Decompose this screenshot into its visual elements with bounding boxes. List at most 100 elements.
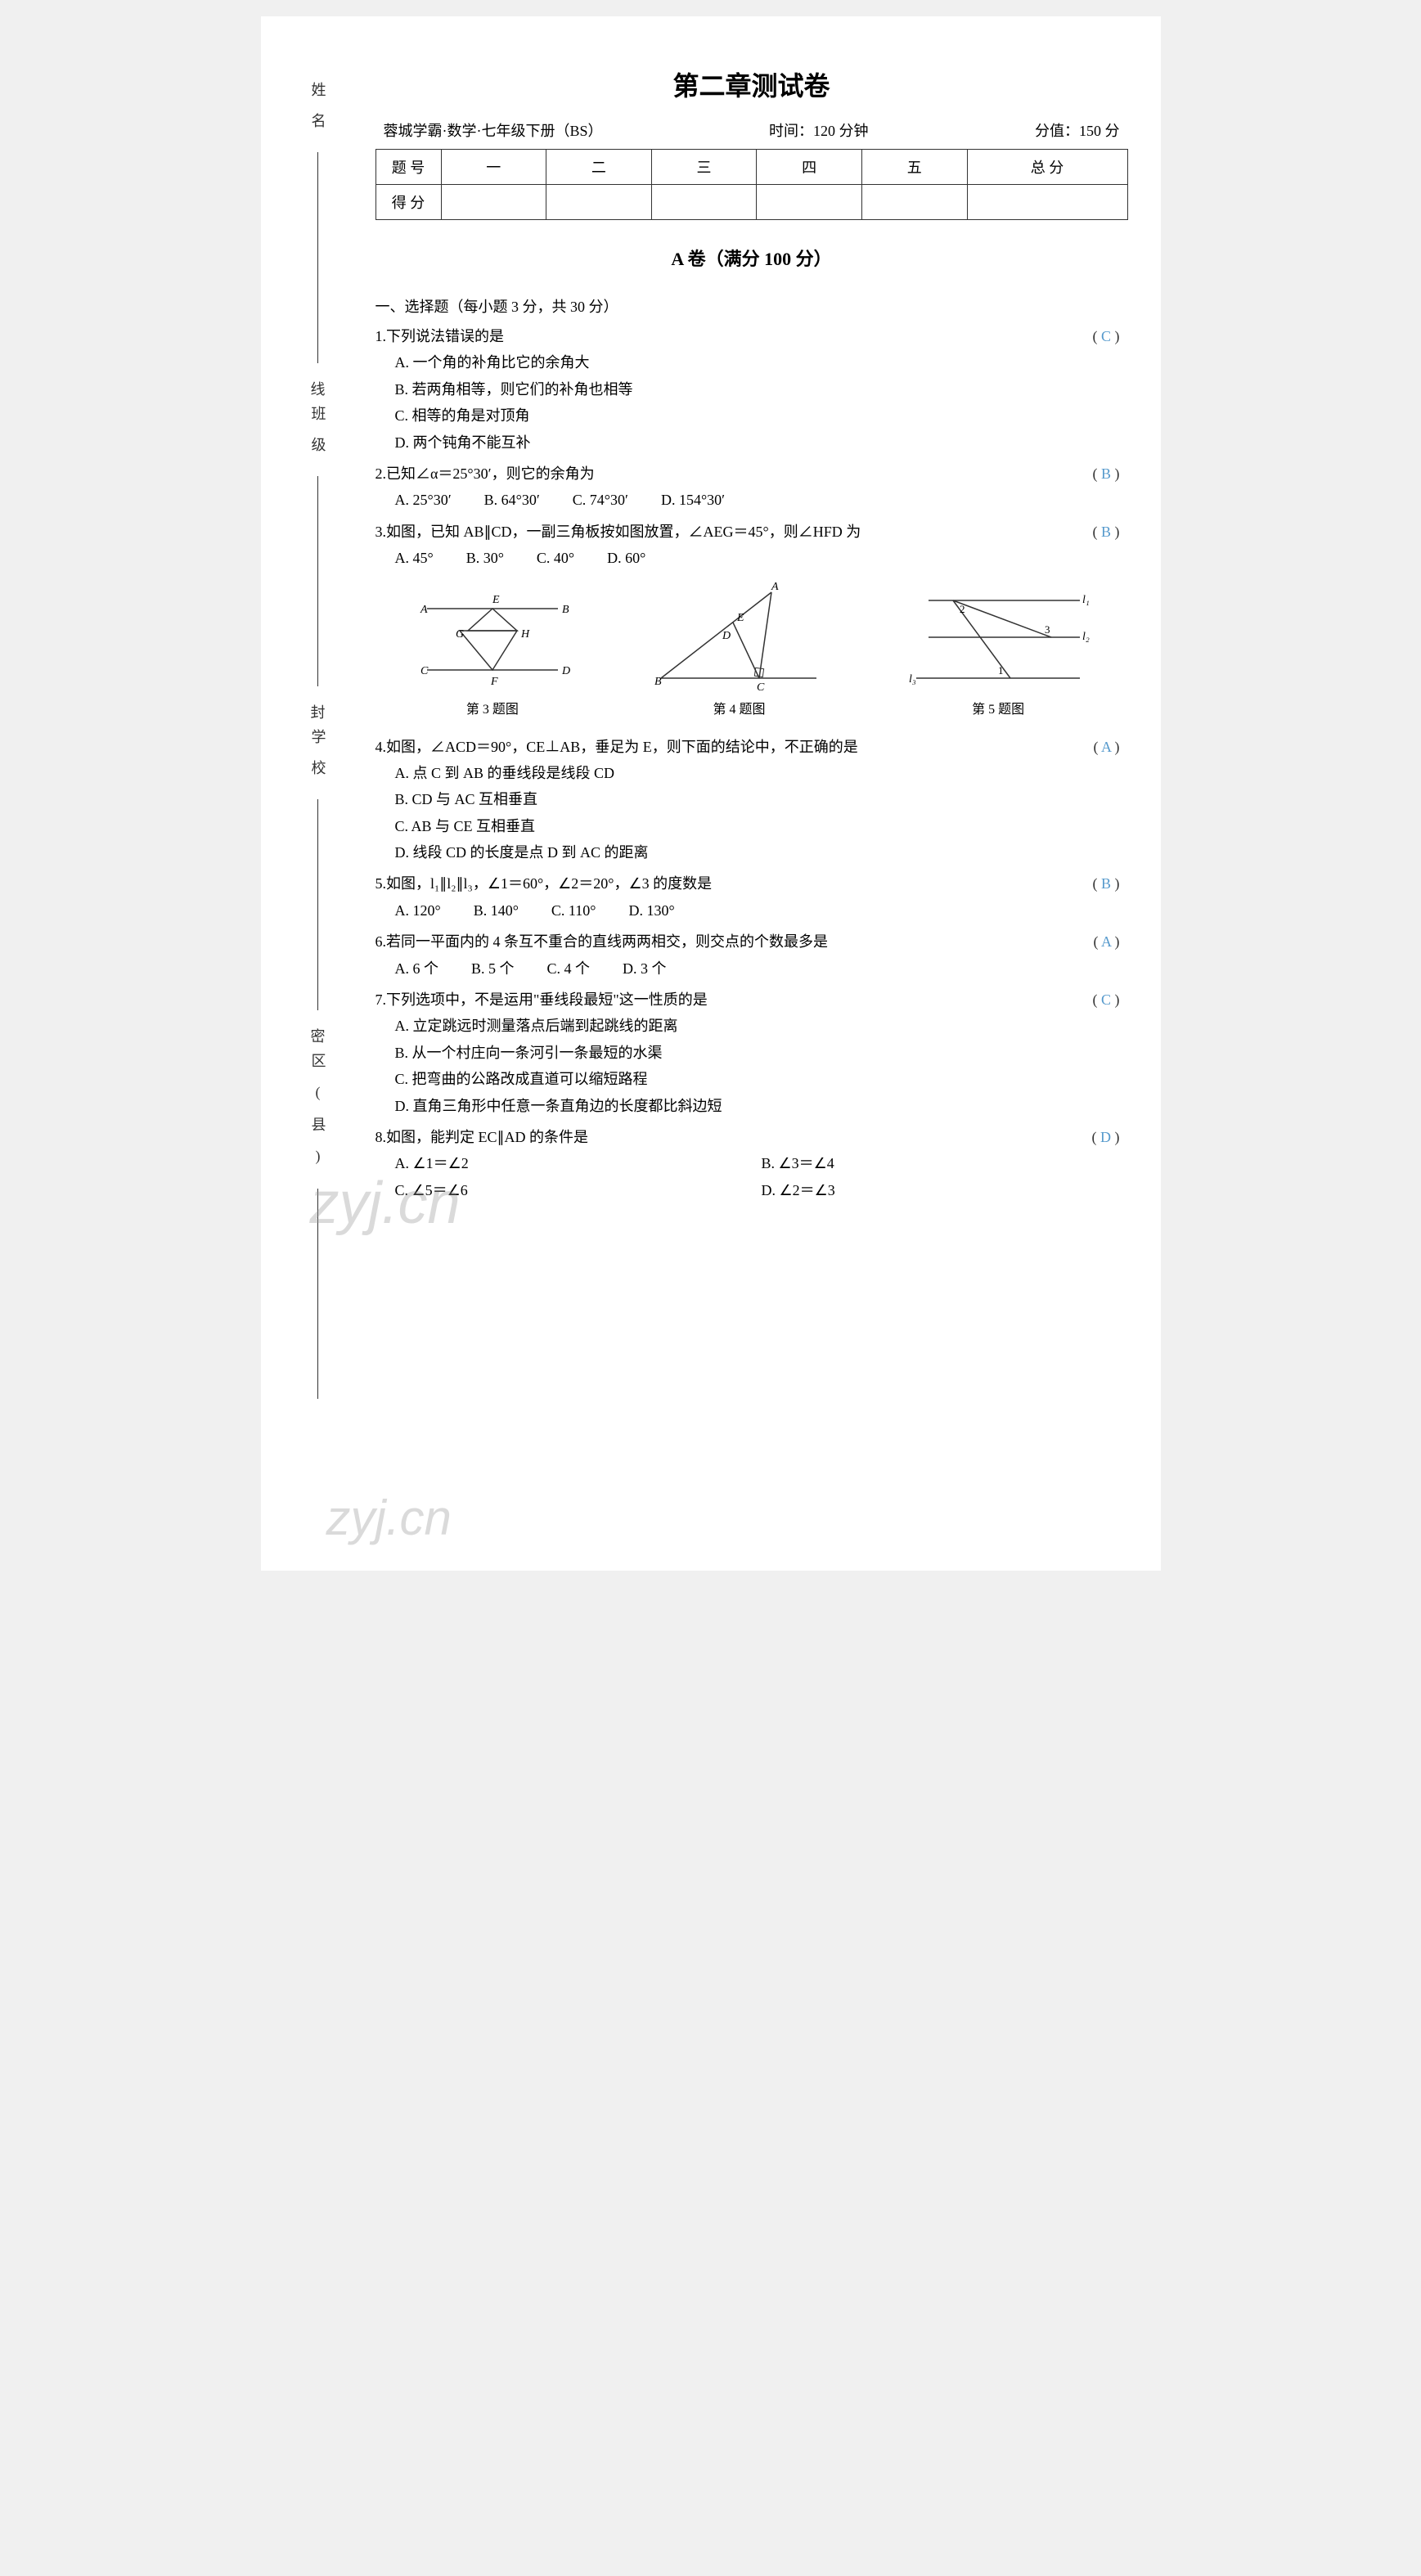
seal-feng-label: 封	[311, 701, 326, 722]
score-cell[interactable]	[861, 185, 967, 220]
fig-caption: 第 5 题图	[904, 698, 1092, 717]
svg-text:G: G	[456, 628, 464, 641]
svg-text:2: 2	[960, 603, 965, 615]
exam-page: 姓名 线 班级 封 学校 密 区(县) 第二章测试卷 蓉城学霸·数学·七年级下册…	[261, 16, 1161, 1571]
q5-diagram-icon: l₁ l₂ l₃ 2 3 1	[904, 580, 1092, 695]
question-1: 1. 下列说法错误的是 ( C ) A. 一个角的补角比它的余角大 B. 若两角…	[375, 323, 1128, 456]
fig-caption: 第 4 题图	[645, 698, 833, 717]
q-text: 下列说法错误的是	[386, 323, 1128, 349]
time-info: 时间：120 分钟	[769, 119, 869, 141]
answer-mark: ( B )	[1092, 870, 1119, 897]
q4-diagram-icon: B A E D C	[645, 580, 833, 695]
seal-line-label: 线	[311, 378, 326, 399]
option-d: D. ∠2＝∠3	[762, 1177, 1128, 1203]
option-c: C. ∠5＝∠6	[395, 1177, 762, 1203]
fig-caption: 第 3 题图	[411, 698, 574, 717]
q-number: 3.	[375, 519, 387, 545]
sidebar-name-label: 姓名	[308, 82, 329, 144]
option-d: D. 154°30′	[661, 487, 725, 513]
q-text: 如图，已知 AB∥CD，一副三角板按如图放置，∠AEG＝45°，则∠HFD 为	[386, 519, 1128, 545]
sidebar-district-label: 区(县)	[308, 1053, 329, 1180]
answer-letter: B	[1101, 524, 1111, 540]
svg-text:D: D	[561, 665, 570, 677]
score-th: 总 分	[967, 150, 1127, 185]
score-cell[interactable]	[757, 185, 862, 220]
option-b: B. ∠3＝∠4	[762, 1150, 1128, 1176]
q-number: 1.	[375, 323, 387, 349]
answer-mark: ( B )	[1092, 519, 1119, 545]
options-row: A. 25°30′ B. 64°30′ C. 74°30′ D. 154°30′	[375, 487, 1128, 513]
answer-letter: A	[1101, 933, 1111, 950]
options-grid: A. ∠1＝∠2 B. ∠3＝∠4 C. ∠5＝∠6 D. ∠2＝∠3	[375, 1150, 1128, 1203]
figure-5: l₁ l₂ l₃ 2 3 1 第 5 题图	[904, 580, 1092, 717]
option-c: C. 74°30′	[573, 487, 628, 513]
figure-3: A E B G H C F D 第 3 题图	[411, 580, 574, 717]
options-row: A. 45° B. 30° C. 40° D. 60°	[375, 545, 1128, 571]
svg-text:3: 3	[1045, 623, 1050, 636]
answer-mark: ( B )	[1092, 461, 1119, 487]
answer-mark: ( A )	[1093, 928, 1119, 955]
option-d: D. 3 个	[623, 955, 667, 982]
option-a: A. 45°	[395, 545, 434, 571]
score-cell[interactable]	[441, 185, 546, 220]
answer-letter: A	[1101, 739, 1111, 755]
section-a-title: A 卷（满分 100 分）	[375, 245, 1128, 271]
q-text: 若同一平面内的 4 条互不重合的直线两两相交，则交点的个数最多是	[386, 928, 1128, 955]
option-a: A. 25°30′	[395, 487, 452, 513]
option-c: C. 把弯曲的公路改成直道可以缩短路程	[375, 1066, 1128, 1092]
svg-text:B: B	[562, 604, 569, 616]
q-text: 已知∠α＝25°30′，则它的余角为	[386, 461, 1128, 487]
score-row-label: 得 分	[375, 185, 441, 220]
question-7: 7. 下列选项中，不是运用"垂线段最短"这一性质的是 ( C ) A. 立定跳远…	[375, 987, 1128, 1119]
option-d: D. 线段 CD 的长度是点 D 到 AC 的距离	[375, 839, 1128, 865]
option-d: D. 两个钝角不能互补	[375, 429, 1128, 456]
watermark-icon: zyj.cn	[326, 1490, 452, 1546]
score-th: 二	[546, 150, 652, 185]
svg-text:D: D	[722, 630, 731, 642]
binding-sidebar: 姓名 线 班级 封 学校 密 区(县)	[277, 82, 359, 1407]
svg-text:l₁: l₁	[1082, 594, 1090, 606]
option-a: A. 立定跳远时测量落点后端到起跳线的距离	[375, 1013, 1128, 1039]
svg-text:l₂: l₂	[1082, 631, 1090, 643]
q-text: 下列选项中，不是运用"垂线段最短"这一性质的是	[386, 987, 1128, 1013]
svg-text:B: B	[654, 676, 662, 688]
score-th: 四	[757, 150, 862, 185]
option-b: B. 若两角相等，则它们的补角也相等	[375, 376, 1128, 402]
answer-mark: ( C )	[1092, 987, 1119, 1013]
score-th: 五	[861, 150, 967, 185]
option-b: B. 64°30′	[484, 487, 540, 513]
answer-letter: B	[1101, 465, 1111, 482]
answer-letter: D	[1100, 1129, 1111, 1145]
answer-letter: B	[1101, 875, 1111, 892]
svg-text:l₃: l₃	[909, 673, 916, 686]
option-d: D. 直角三角形中任意一条直角边的长度都比斜边短	[375, 1093, 1128, 1119]
option-a: A. 6 个	[395, 955, 439, 982]
svg-text:1: 1	[998, 664, 1004, 677]
option-a: A. 点 C 到 AB 的垂线段是线段 CD	[375, 760, 1128, 786]
table-row: 题 号 一 二 三 四 五 总 分	[375, 150, 1127, 185]
sidebar-vline	[317, 152, 318, 363]
q-number: 4.	[375, 734, 387, 760]
score-cell[interactable]	[967, 185, 1127, 220]
section-1-head: 一、选择题（每小题 3 分，共 30 分）	[375, 295, 1128, 317]
question-8: 8. 如图，能判定 EC∥AD 的条件是 ( D ) A. ∠1＝∠2 B. ∠…	[375, 1124, 1128, 1203]
option-c: C. AB 与 CE 互相垂直	[375, 813, 1128, 839]
option-b: B. 30°	[466, 545, 504, 571]
page-title: 第二章测试卷	[375, 65, 1128, 103]
option-c: C. 相等的角是对顶角	[375, 402, 1128, 429]
score-info: 分值：150 分	[1035, 119, 1120, 141]
options-row: A. 6 个 B. 5 个 C. 4 个 D. 3 个	[375, 955, 1128, 982]
score-cell[interactable]	[546, 185, 652, 220]
table-row: 得 分	[375, 185, 1127, 220]
q-text: 如图，l₁∥l₂∥l₃，∠1＝60°，∠2＝20°，∠3 的度数是	[386, 870, 1128, 897]
option-a: A. ∠1＝∠2	[395, 1150, 762, 1176]
svg-text:E: E	[736, 612, 744, 624]
score-th: 一	[441, 150, 546, 185]
seal-mi-label: 密	[311, 1025, 326, 1046]
answer-letter: C	[1101, 991, 1111, 1008]
score-cell[interactable]	[651, 185, 757, 220]
svg-text:E: E	[492, 594, 500, 606]
book-info: 蓉城学霸·数学·七年级下册（BS）	[384, 119, 603, 141]
answer-letter: C	[1101, 328, 1111, 344]
option-a: A. 120°	[395, 897, 441, 924]
